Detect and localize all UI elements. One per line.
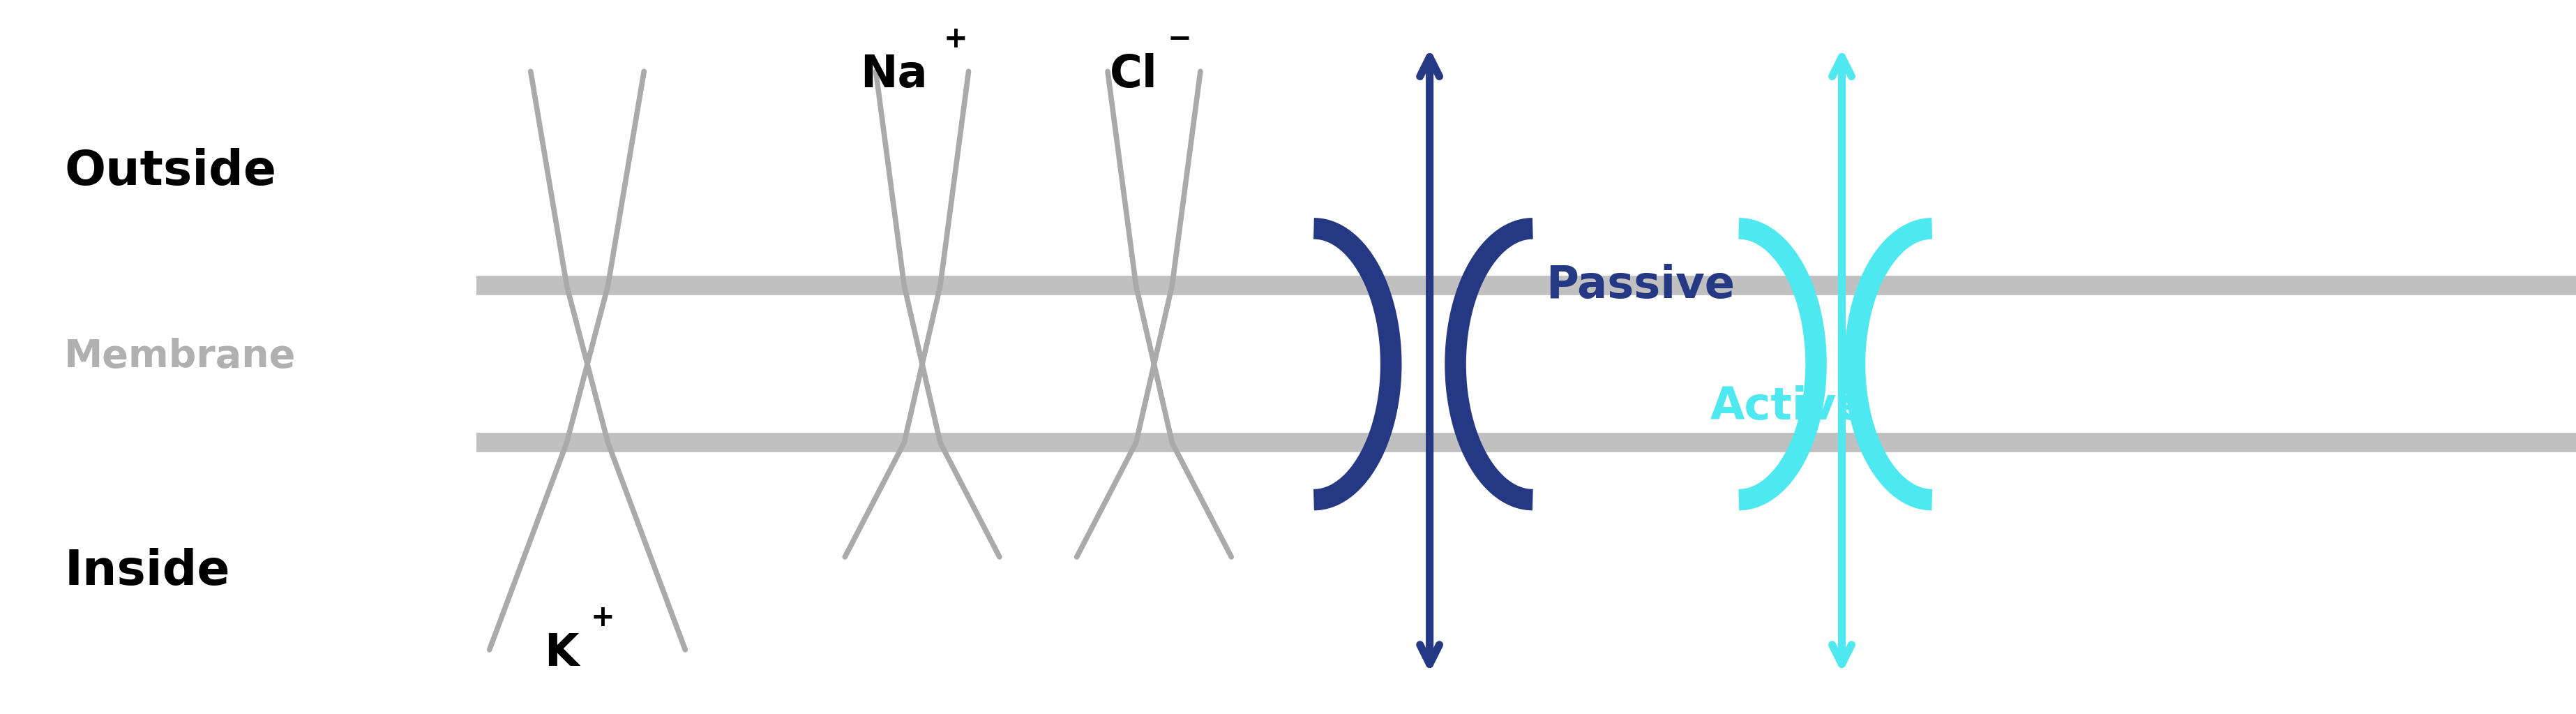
Text: Inside: Inside [64,548,229,595]
Text: K: K [544,632,580,675]
Text: Na: Na [860,54,927,96]
Text: Cl: Cl [1110,54,1157,96]
Text: Passive: Passive [1546,264,1734,307]
Text: −: − [1167,24,1193,54]
Text: +: + [590,603,616,633]
Text: Active: Active [1710,386,1868,428]
Text: +: + [943,24,969,54]
Text: Outside: Outside [64,148,276,195]
Text: Membrane: Membrane [64,338,296,376]
